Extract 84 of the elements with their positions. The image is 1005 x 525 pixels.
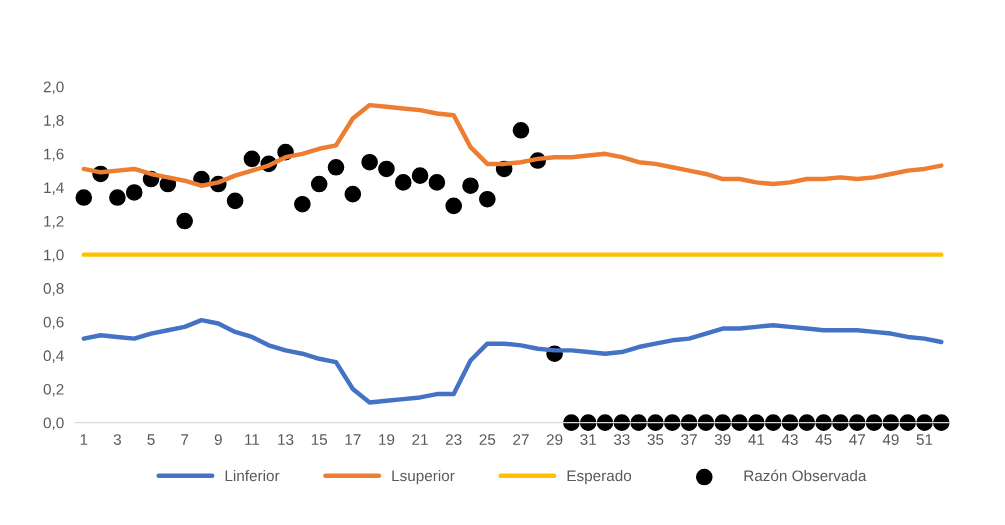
x-tick-label: 17 <box>345 434 361 445</box>
x-tick-label: 35 <box>647 434 664 445</box>
point <box>176 212 193 230</box>
point <box>832 414 849 431</box>
point <box>848 414 866 431</box>
x-tick-label: 5 <box>147 434 155 445</box>
legend-label: Lsuperior <box>392 469 455 485</box>
x-tick-label: 11 <box>245 434 260 445</box>
point <box>563 414 580 431</box>
point <box>882 414 900 431</box>
x-tick-label: 51 <box>916 434 933 445</box>
x-tick-label: 39 <box>714 434 731 445</box>
point <box>697 414 715 431</box>
x-tick-label: 47 <box>849 434 865 445</box>
point <box>647 414 664 431</box>
x-tick-label: 3 <box>113 434 121 445</box>
point <box>865 414 883 431</box>
x-tick-label: 45 <box>815 434 832 445</box>
point <box>294 195 311 213</box>
x-tick-label: 29 <box>546 434 563 445</box>
point <box>512 122 530 139</box>
x-tick-label: 1 <box>80 434 88 445</box>
point <box>933 414 950 431</box>
x-tick-label: 33 <box>613 434 630 445</box>
x-tick-label: 43 <box>781 434 798 445</box>
legend-label: Esperado <box>567 469 632 485</box>
point <box>75 189 93 206</box>
point <box>579 414 597 431</box>
point <box>479 190 496 208</box>
point <box>361 153 378 171</box>
point <box>815 414 832 431</box>
y-tick-label: 0,4 <box>43 350 64 363</box>
point <box>663 414 681 431</box>
point <box>680 414 698 431</box>
point <box>310 175 328 193</box>
point <box>630 414 647 431</box>
point <box>243 150 261 168</box>
point <box>462 177 479 195</box>
x-tick-label: 37 <box>681 434 697 445</box>
x-tick-label: 41 <box>748 434 765 445</box>
point <box>798 414 816 431</box>
y-tick-label: 1,4 <box>44 182 64 195</box>
x-tick-label: 25 <box>479 434 496 445</box>
point <box>714 414 732 431</box>
point <box>781 414 799 431</box>
y-tick-label: 1,2 <box>44 215 64 229</box>
point <box>109 189 126 206</box>
point <box>613 414 631 431</box>
x-tick-label: 31 <box>580 434 596 445</box>
x-tick-label: 49 <box>882 434 899 445</box>
point <box>327 158 345 176</box>
point <box>899 414 916 431</box>
x-tick-label: 19 <box>379 434 395 445</box>
point <box>394 174 412 191</box>
point <box>411 167 429 184</box>
x-tick-label: 9 <box>214 434 222 445</box>
point <box>916 414 933 431</box>
x-tick-label: 15 <box>311 434 328 445</box>
point <box>125 184 143 201</box>
point <box>344 185 362 203</box>
y-tick-label: 0,8 <box>43 283 64 296</box>
point <box>445 197 463 215</box>
y-tick-label: 1,0 <box>44 249 64 263</box>
x-tick-label: 27 <box>513 434 529 445</box>
x-tick-label: 7 <box>181 434 189 445</box>
y-tick-label: 0,6 <box>43 316 64 330</box>
line-series <box>81 317 944 405</box>
x-tick-label: 13 <box>278 434 294 445</box>
y-tick-label: 0,2 <box>43 383 64 397</box>
y-tick-label: 0,0 <box>43 417 64 431</box>
y-tick-label: 1,6 <box>44 148 64 162</box>
legend-label: Linferior <box>225 469 280 482</box>
x-tick-label: 21 <box>412 434 428 445</box>
x-tick-label: 23 <box>445 434 462 445</box>
point <box>731 414 748 431</box>
point <box>748 414 765 431</box>
point <box>226 192 244 210</box>
point <box>596 414 614 431</box>
y-tick-label: 2,0 <box>43 81 64 95</box>
point <box>764 414 782 431</box>
point <box>378 160 395 178</box>
point <box>428 174 446 191</box>
legend-label: Razón Observada <box>744 469 867 482</box>
y-tick-label: 1,8 <box>44 115 64 128</box>
